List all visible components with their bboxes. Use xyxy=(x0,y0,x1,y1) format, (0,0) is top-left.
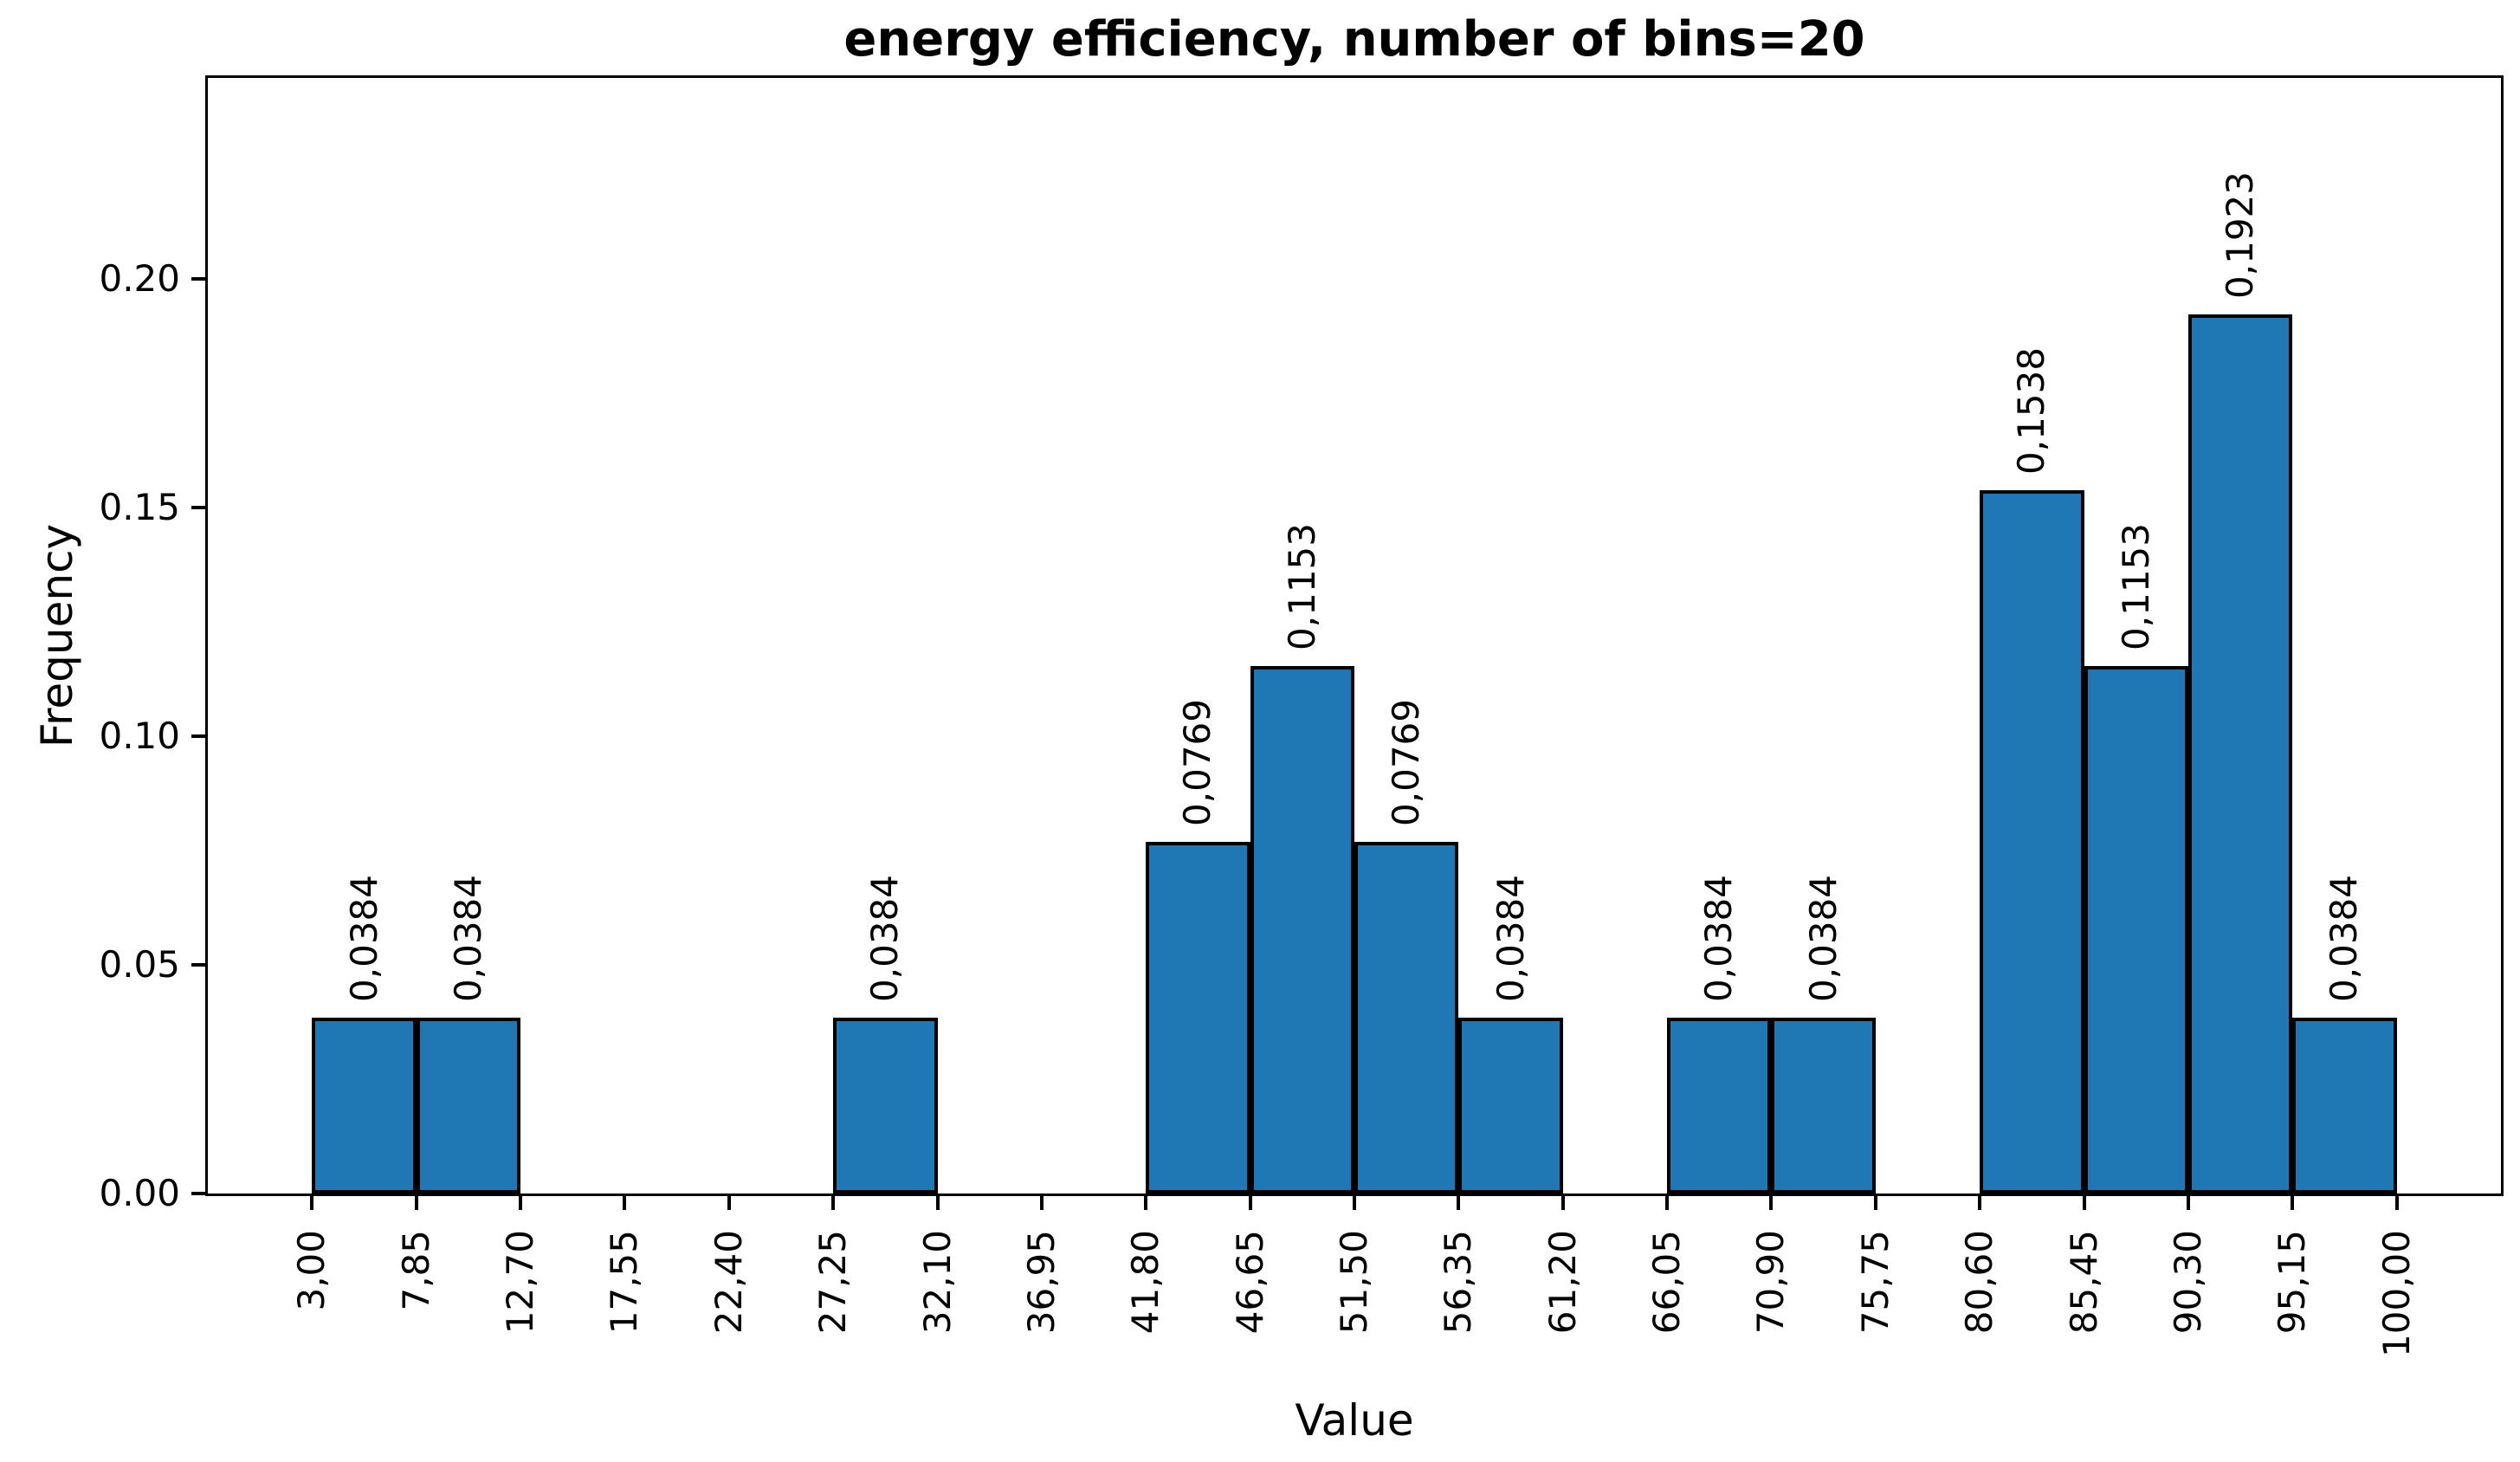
x-tick-mark xyxy=(935,1196,940,1210)
x-tick-label: 32,10 xyxy=(915,1230,959,1335)
x-tick-mark xyxy=(1665,1196,1670,1210)
histogram-bar xyxy=(1354,842,1459,1194)
bar-value-label: 0,0384 xyxy=(1697,875,1741,1003)
bar-value-label: 0,1153 xyxy=(2114,523,2157,651)
y-tick-mark xyxy=(191,277,205,281)
bar-value-label: 0,1923 xyxy=(2219,171,2262,299)
x-tick-label: 56,35 xyxy=(1437,1230,1480,1335)
bar-value-label: 0,1153 xyxy=(1280,523,1323,651)
x-tick-mark xyxy=(623,1196,627,1210)
x-tick-mark xyxy=(1248,1196,1252,1210)
y-tick-label: 0.05 xyxy=(99,943,180,987)
x-tick-mark xyxy=(1039,1196,1044,1210)
histogram-bar xyxy=(2084,666,2188,1194)
histogram-bar xyxy=(1250,666,1354,1194)
x-tick-label: 90,30 xyxy=(2166,1230,2209,1335)
bar-value-label: 0,0384 xyxy=(446,875,489,1003)
x-tick-mark xyxy=(2082,1196,2086,1210)
x-tick-mark xyxy=(2291,1196,2295,1210)
y-tick-mark xyxy=(191,1192,205,1195)
y-tick-label: 0.10 xyxy=(99,715,180,758)
x-tick-mark xyxy=(1457,1196,1461,1210)
chart-title: energy efficiency, number of bins=20 xyxy=(843,11,1865,68)
x-tick-label: 51,50 xyxy=(1333,1230,1375,1335)
x-tick-mark xyxy=(1353,1196,1356,1210)
y-axis-label: Frequency xyxy=(32,523,82,748)
y-tick-mark xyxy=(191,506,205,510)
histogram-bar xyxy=(2187,314,2293,1194)
x-tick-mark xyxy=(1978,1196,1982,1210)
x-tick-label: 36,95 xyxy=(1019,1230,1063,1335)
x-tick-label: 61,20 xyxy=(1541,1230,1584,1335)
bar-value-label: 0,0384 xyxy=(342,875,385,1003)
y-tick-label: 0.15 xyxy=(99,486,180,529)
plot-area xyxy=(205,75,2504,1196)
x-tick-label: 85,45 xyxy=(2062,1230,2105,1335)
x-tick-label: 66,05 xyxy=(1645,1230,1689,1335)
x-tick-mark xyxy=(1560,1196,1565,1210)
x-tick-mark xyxy=(2394,1196,2399,1210)
x-tick-label: 27,25 xyxy=(811,1230,855,1335)
histogram-bar xyxy=(1458,1018,1563,1194)
histogram-bar xyxy=(2292,1018,2397,1194)
y-tick-mark xyxy=(191,734,205,739)
x-tick-label: 12,70 xyxy=(499,1230,542,1335)
histogram-bar xyxy=(1146,842,1250,1194)
histogram-bar xyxy=(1980,490,2084,1194)
x-tick-mark xyxy=(414,1196,418,1210)
x-tick-label: 3,00 xyxy=(290,1230,333,1311)
x-tick-label: 70,90 xyxy=(1749,1230,1793,1335)
y-tick-label: 0.20 xyxy=(99,257,180,301)
histogram-bar xyxy=(1771,1018,1876,1194)
x-tick-label: 17,55 xyxy=(603,1230,646,1335)
x-tick-label: 100,00 xyxy=(2375,1230,2418,1357)
x-tick-mark xyxy=(727,1196,731,1210)
x-tick-mark xyxy=(1769,1196,1774,1210)
x-tick-label: 95,15 xyxy=(2271,1230,2314,1335)
bar-value-label: 0,0384 xyxy=(863,875,907,1003)
y-tick-mark xyxy=(191,963,205,967)
x-tick-mark xyxy=(519,1196,523,1210)
x-tick-label: 46,65 xyxy=(1228,1230,1271,1335)
histogram-bar xyxy=(833,1018,938,1194)
bar-value-label: 0,0384 xyxy=(1489,875,1532,1003)
x-tick-label: 41,80 xyxy=(1124,1230,1167,1335)
x-tick-mark xyxy=(831,1196,836,1210)
x-tick-label: 7,85 xyxy=(394,1230,437,1311)
bar-value-label: 0,0769 xyxy=(1176,699,1219,827)
histogram-bar xyxy=(312,1018,417,1194)
x-tick-mark xyxy=(2186,1196,2190,1210)
bar-value-label: 0,0384 xyxy=(1801,875,1845,1003)
bar-value-label: 0,0384 xyxy=(2323,875,2366,1003)
histogram-bar xyxy=(1667,1018,1772,1194)
x-tick-label: 22,40 xyxy=(707,1230,750,1335)
x-tick-mark xyxy=(1144,1196,1148,1210)
y-tick-label: 0.00 xyxy=(99,1172,180,1214)
histogram-bar xyxy=(416,1018,521,1194)
x-tick-label: 80,60 xyxy=(1958,1230,2001,1335)
bar-value-label: 0,1538 xyxy=(2010,347,2053,475)
bar-value-label: 0,0769 xyxy=(1385,699,1428,827)
x-axis-label: Value xyxy=(1295,1395,1414,1446)
x-tick-mark xyxy=(1873,1196,1877,1210)
x-tick-mark xyxy=(310,1196,314,1210)
x-tick-label: 75,75 xyxy=(1853,1230,1896,1335)
